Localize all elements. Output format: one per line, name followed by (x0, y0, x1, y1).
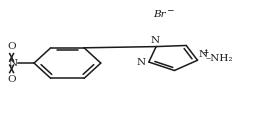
Text: N: N (198, 50, 207, 59)
Text: N: N (136, 58, 146, 67)
Text: N: N (151, 36, 160, 45)
Text: Br: Br (153, 10, 166, 19)
Text: O: O (7, 75, 16, 84)
Text: +: + (202, 48, 208, 57)
Text: N: N (8, 59, 17, 68)
Text: –NH₂: –NH₂ (205, 54, 233, 63)
Text: O: O (7, 42, 16, 51)
Text: −: − (166, 6, 173, 15)
